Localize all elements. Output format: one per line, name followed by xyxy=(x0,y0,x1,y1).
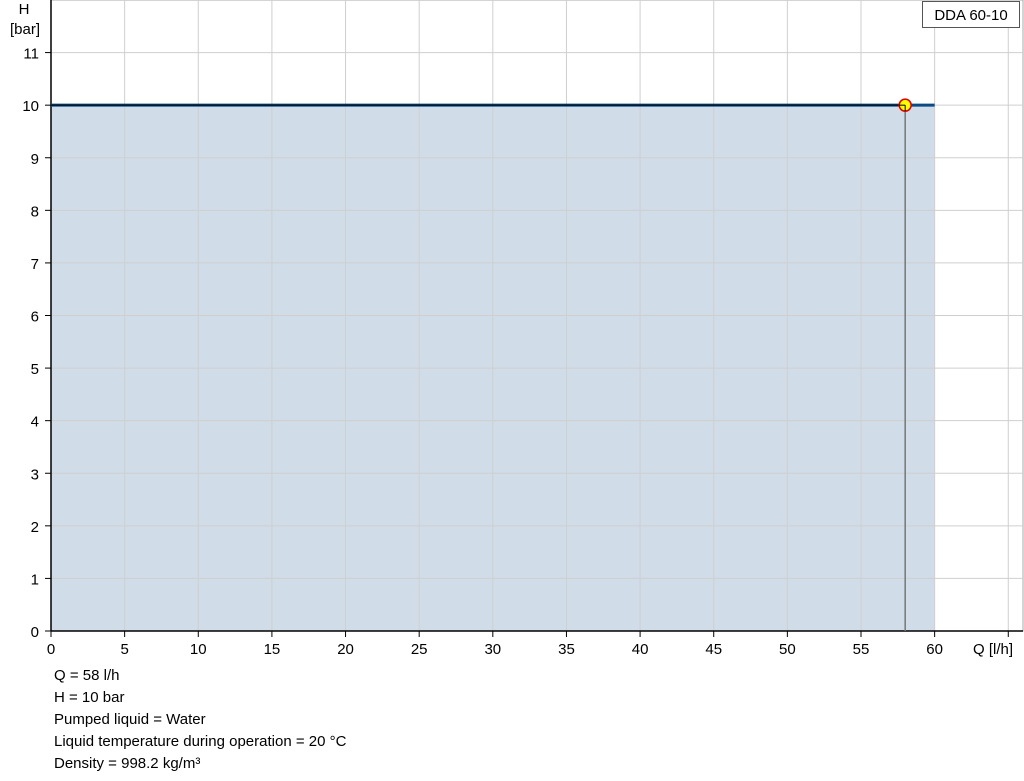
y-tick-label: 7 xyxy=(31,256,39,273)
x-tick-label: 0 xyxy=(47,641,55,658)
y-tick-label: 9 xyxy=(31,151,39,168)
x-tick-label: 15 xyxy=(264,641,281,658)
info-temperature: Liquid temperature during operation = 20… xyxy=(54,733,347,750)
x-tick-label: 60 xyxy=(926,641,943,658)
x-tick-label: 20 xyxy=(337,641,354,658)
y-axis-label-symbol: H xyxy=(19,1,30,18)
x-axis-label: Q [l/h] xyxy=(973,641,1013,658)
x-tick-label: 35 xyxy=(558,641,575,658)
y-tick-label: 0 xyxy=(31,624,39,641)
x-tick-label: 55 xyxy=(853,641,870,658)
y-tick-label: 4 xyxy=(31,414,39,431)
x-tick-label: 25 xyxy=(411,641,428,658)
operating-info: Q = 58 l/h H = 10 bar Pumped liquid = Wa… xyxy=(54,665,346,775)
x-tick-label: 50 xyxy=(779,641,796,658)
y-tick-label: 8 xyxy=(31,203,39,220)
x-tick-label: 40 xyxy=(632,641,649,658)
x-tick-label: 30 xyxy=(484,641,501,658)
y-tick-label: 3 xyxy=(31,466,39,483)
y-tick-label: 2 xyxy=(31,519,39,536)
y-tick-label: 6 xyxy=(31,309,39,326)
legend-series-label: DDA 60-10 xyxy=(922,1,1020,28)
info-flow: Q = 58 l/h xyxy=(54,667,120,684)
y-tick-label: 11 xyxy=(23,46,39,63)
y-tick-label: 5 xyxy=(31,361,39,378)
info-liquid: Pumped liquid = Water xyxy=(54,711,206,728)
y-tick-label: 10 xyxy=(22,98,39,115)
y-tick-label: 1 xyxy=(31,571,39,588)
x-tick-label: 10 xyxy=(190,641,207,658)
info-head: H = 10 bar xyxy=(54,689,125,706)
y-axis-label-unit: [bar] xyxy=(10,21,40,38)
x-tick-label: 5 xyxy=(120,641,128,658)
x-tick-label: 45 xyxy=(705,641,722,658)
info-density: Density = 998.2 kg/m³ xyxy=(54,755,201,772)
